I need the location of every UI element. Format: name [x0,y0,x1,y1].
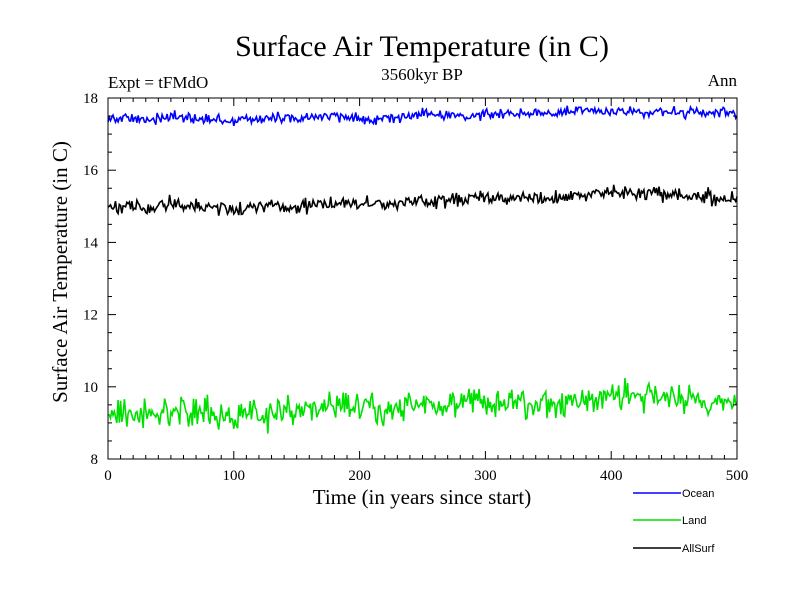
series-line-land [107,377,738,434]
x-tick-label: 500 [726,468,749,484]
x-tick-label: 400 [600,468,623,484]
chart-title: Surface Air Temperature (in C) [235,30,609,63]
legend-label-allsurf: AllSurf [682,543,715,555]
x-tick-label: 300 [474,468,497,484]
x-axis-label: Time (in years since start) [313,485,532,509]
x-tick-label: 200 [348,468,371,484]
series-line-ocean [107,104,738,127]
x-tick-label: 0 [104,468,112,484]
y-tick-label: 18 [83,91,98,107]
y-tick-label: 12 [83,308,98,324]
series-line-allsurf [107,184,738,217]
x-tick-label: 100 [223,468,246,484]
period-label: 3560kyr BP [381,65,463,84]
legend-label-ocean: Ocean [682,488,714,500]
y-axis-label: Surface Air Temperature (in C) [48,141,72,403]
experiment-label: Expt = tFMdO [108,73,208,92]
y-tick-label: 10 [83,380,98,396]
y-tick-label: 8 [91,452,99,468]
y-tick-label: 14 [83,235,99,251]
legend-label-land: Land [682,515,706,527]
y-tick-label: 16 [83,163,99,179]
season-label: Ann [708,71,738,90]
